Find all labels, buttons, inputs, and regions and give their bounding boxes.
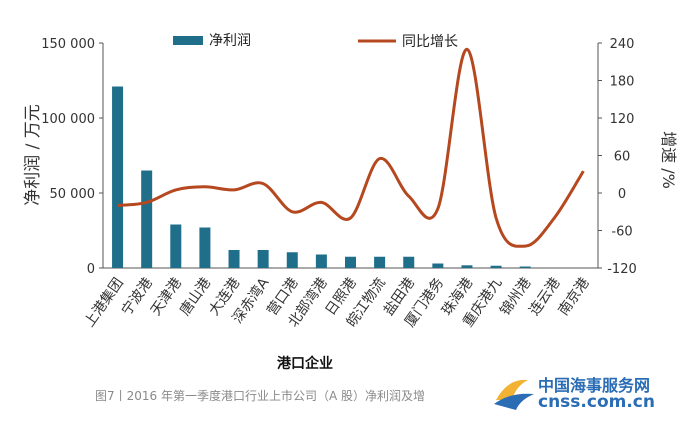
bar	[286, 252, 298, 268]
bar	[432, 263, 444, 268]
figure-caption: 图7丨2016 年第一季度港口行业上市公司（A 股）净利润及增	[94, 389, 425, 403]
logo-icon	[494, 379, 534, 410]
y-tick-label-right: -120	[607, 262, 637, 277]
x-axis-title: 港口企业	[277, 355, 333, 372]
watermark: 中国海事服务网 cnss.com.cn	[490, 370, 685, 415]
bar	[374, 256, 386, 268]
legend-swatch-bar	[173, 36, 203, 45]
y-tick-label-right: 240	[610, 37, 635, 52]
y-tick-label-left: 100 000	[41, 112, 95, 127]
category-label: 上港集团	[81, 275, 127, 331]
bar	[315, 254, 327, 268]
chart: 0 50 000 100 000 150 000 -120 -60 0 60 120 180 240…	[23, 33, 678, 372]
watermark-cn: 中国海事服务网	[538, 376, 651, 395]
y-tick-label-right: 60	[614, 150, 631, 165]
bar	[228, 250, 240, 268]
y-axis-title-right: 增速 /%	[659, 131, 678, 189]
y-tick-label-left: 50 000	[50, 187, 96, 202]
bar	[490, 265, 502, 268]
bar	[112, 86, 124, 268]
bar	[199, 227, 211, 268]
legend-label-bar: 净利润	[209, 33, 251, 49]
bar	[170, 224, 182, 268]
y-tick-label-right: 120	[610, 112, 635, 127]
bar	[141, 170, 153, 268]
bar	[519, 266, 531, 268]
bar	[403, 256, 415, 268]
y-tick-label-right: 180	[610, 75, 635, 90]
growth-line	[117, 47, 585, 248]
y-tick-label-right: 0	[618, 187, 626, 202]
legend-label-line: 同比增长	[402, 34, 458, 50]
y-tick-label-right: -60	[611, 225, 632, 240]
bar	[345, 256, 356, 268]
watermark-en: cnss.com.cn	[538, 392, 655, 412]
y-tick-label-left: 0	[87, 262, 95, 277]
bar	[461, 265, 473, 268]
y-tick-label-left: 150 000	[41, 37, 95, 52]
category-label: 南京港	[556, 275, 593, 319]
y-axis-title-left: 净利润 / 万元	[23, 104, 43, 206]
bar	[257, 250, 269, 268]
